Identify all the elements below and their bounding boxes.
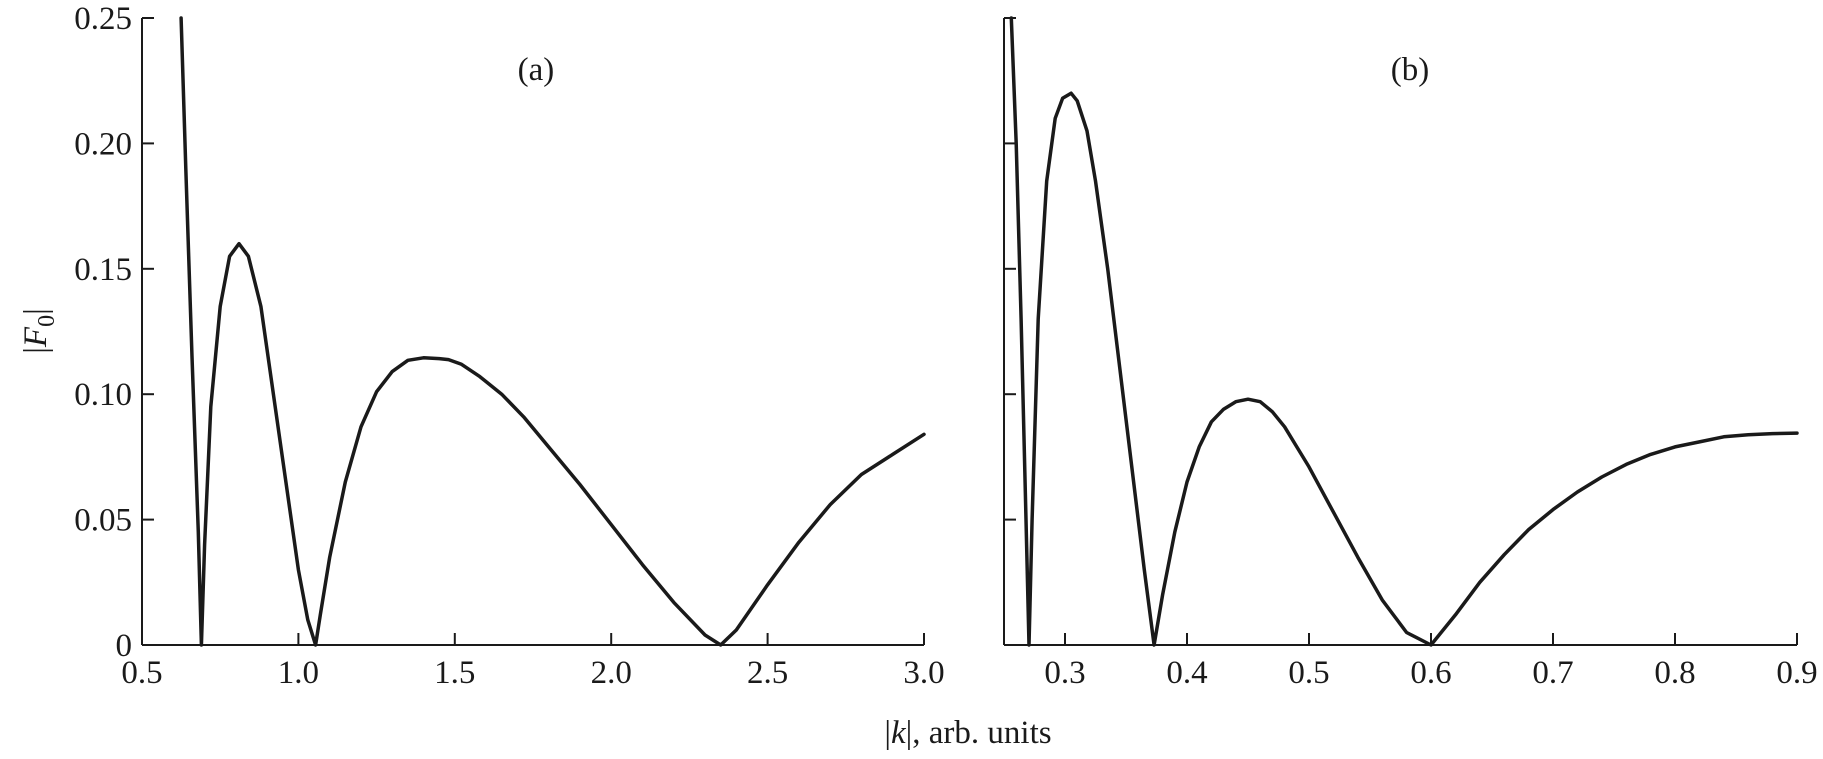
- panel-b-x-tick-label: 0.5: [1288, 655, 1329, 691]
- panel-b-x-tick-label: 0.3: [1044, 655, 1085, 691]
- panel-b-x-tick-label: 0.9: [1776, 655, 1817, 691]
- panel-a-y-ticks: 0 0.05 0.10 0.15 0.20 0.25: [74, 1, 154, 664]
- y-axis-title-sub: 0: [34, 315, 60, 327]
- panel-a-x-tick-label: 0.5: [121, 655, 162, 691]
- panel-a-y-tick-label: 0.20: [74, 126, 132, 162]
- x-axis-title: |k|, arb. units: [884, 715, 1051, 751]
- panel-a-y-tick-label: 0.05: [74, 503, 132, 539]
- panel-b-series-line: [1009, 16, 1799, 647]
- panel-a-series-line: [179, 16, 926, 647]
- panel-a-y-tick-label: 0.10: [74, 377, 132, 413]
- x-axis-title-prefix: |: [884, 715, 891, 751]
- panel-a-x-tick-label: 1.0: [278, 655, 319, 691]
- panel-a-label: (a): [518, 52, 555, 88]
- panel-a-y-tick-label: 0.15: [74, 252, 132, 288]
- panel-a-x-tick-label: 2.5: [747, 655, 788, 691]
- panel-a: 0.5 1.0 1.5 2.0 2.5 3.0 0 0.05 0.10 0.15 0.20 0.25…: [74, 1, 944, 691]
- panel-a-y-tick-label: 0.25: [74, 1, 132, 37]
- panel-a-y-tick-label: 0: [116, 628, 133, 664]
- panel-a-x-tick-label: 2.0: [591, 655, 632, 691]
- x-axis-title-var: k: [891, 715, 907, 751]
- panel-b-x-tick-label: 0.7: [1532, 655, 1573, 691]
- x-axis-title-suffix: |, arb. units: [906, 715, 1052, 751]
- panel-b-x-tick-label: 0.8: [1654, 655, 1695, 691]
- panel-b-x-tick-label: 0.6: [1410, 655, 1451, 691]
- panel-b-x-ticks: 0.3 0.4 0.5 0.6 0.7 0.8 0.9: [1044, 633, 1818, 691]
- panel-a-x-tick-label: 1.5: [434, 655, 475, 691]
- panel-a-x-ticks: 0.5 1.0 1.5 2.0 2.5 3.0: [121, 633, 945, 691]
- panel-b-x-tick-label: 0.4: [1166, 655, 1207, 691]
- panel-b-label: (b): [1391, 52, 1429, 88]
- y-axis-title: |F0|: [18, 308, 60, 353]
- y-axis-title-var: F: [18, 326, 54, 348]
- panel-b: 0.3 0.4 0.5 0.6 0.7 0.8 0.9 (b): [1003, 16, 1818, 691]
- y-axis-title-suffix: |: [18, 308, 54, 315]
- panel-a-x-tick-label: 3.0: [903, 655, 944, 691]
- y-axis-title-prefix: |: [18, 347, 54, 354]
